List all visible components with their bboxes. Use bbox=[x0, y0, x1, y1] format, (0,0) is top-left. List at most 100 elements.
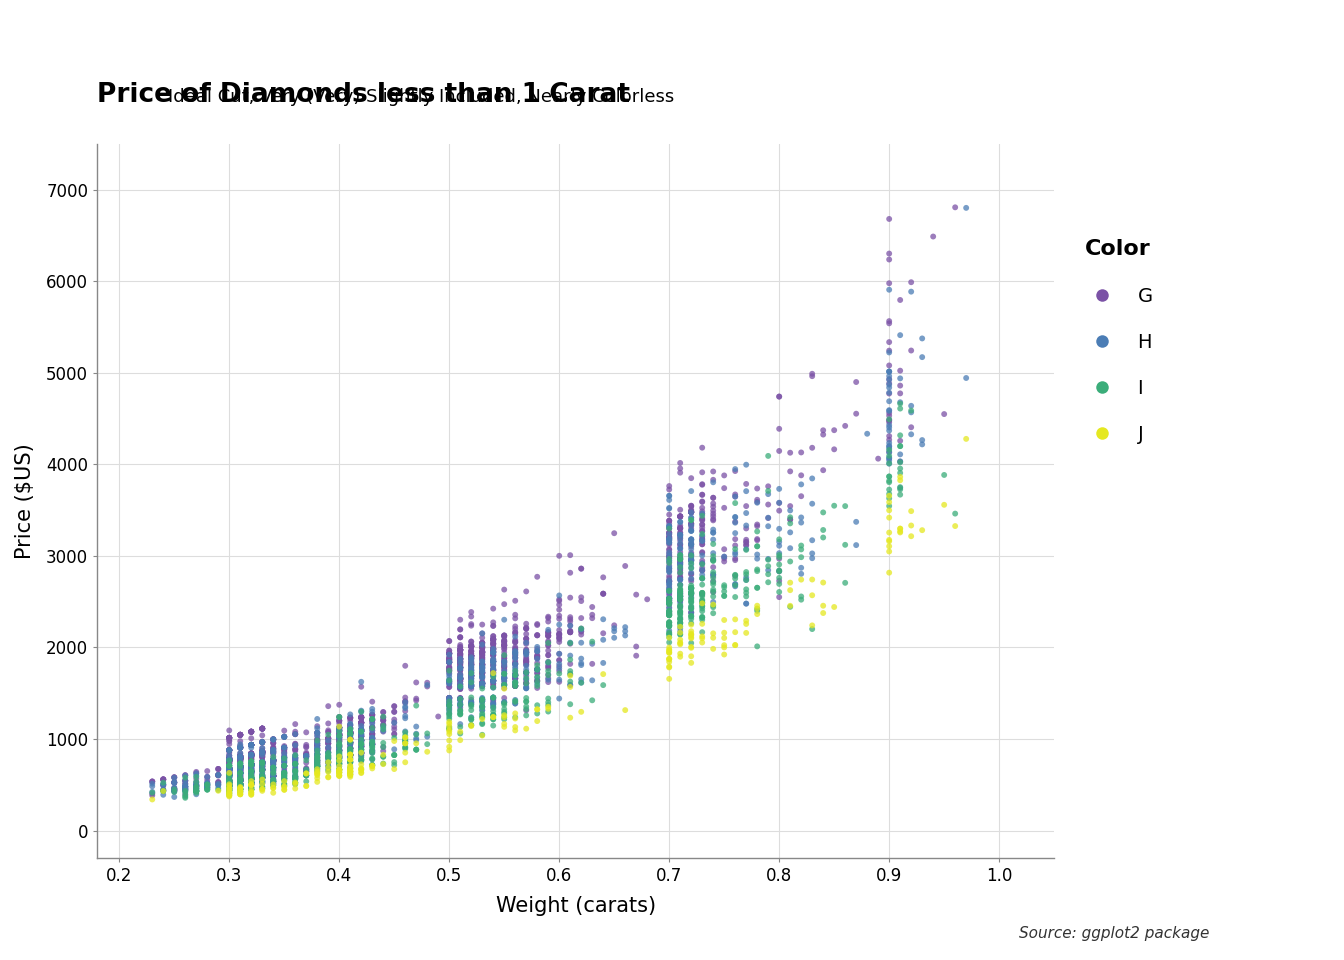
G bbox=[306, 756, 328, 772]
H bbox=[219, 775, 241, 790]
G bbox=[659, 551, 680, 566]
H bbox=[328, 720, 349, 735]
H bbox=[241, 756, 262, 772]
G bbox=[328, 728, 349, 743]
G bbox=[262, 753, 284, 768]
H bbox=[175, 777, 196, 792]
G bbox=[493, 657, 515, 672]
G bbox=[351, 738, 372, 754]
J bbox=[406, 735, 427, 751]
G bbox=[603, 617, 625, 633]
G bbox=[241, 724, 262, 739]
I bbox=[328, 753, 349, 768]
G bbox=[472, 657, 493, 672]
G bbox=[230, 737, 251, 753]
H bbox=[241, 757, 262, 773]
J bbox=[241, 782, 262, 798]
G bbox=[241, 724, 262, 739]
J bbox=[714, 639, 735, 655]
I bbox=[273, 758, 294, 774]
G bbox=[251, 756, 273, 772]
G bbox=[230, 774, 251, 789]
G bbox=[219, 763, 241, 779]
G bbox=[527, 661, 548, 677]
H bbox=[219, 781, 241, 797]
H bbox=[438, 696, 460, 711]
I bbox=[527, 669, 548, 684]
G bbox=[780, 445, 801, 461]
G bbox=[769, 389, 790, 404]
H bbox=[230, 779, 251, 794]
H bbox=[175, 783, 196, 799]
G bbox=[262, 753, 284, 768]
G bbox=[449, 670, 470, 685]
G bbox=[362, 712, 383, 728]
G bbox=[152, 772, 173, 787]
I bbox=[340, 734, 362, 750]
G bbox=[340, 740, 362, 756]
I bbox=[262, 759, 284, 775]
G bbox=[340, 726, 362, 741]
H bbox=[219, 774, 241, 789]
I bbox=[219, 774, 241, 789]
H bbox=[241, 763, 262, 779]
H bbox=[516, 671, 538, 686]
J bbox=[328, 719, 349, 734]
I bbox=[724, 541, 746, 557]
I bbox=[351, 744, 372, 759]
H bbox=[680, 505, 702, 520]
G bbox=[482, 676, 504, 691]
I bbox=[504, 693, 526, 708]
G bbox=[438, 665, 460, 681]
I bbox=[559, 674, 581, 689]
G bbox=[340, 725, 362, 740]
J bbox=[780, 598, 801, 613]
G bbox=[306, 738, 328, 754]
J bbox=[659, 645, 680, 660]
H bbox=[758, 487, 780, 502]
H bbox=[395, 695, 417, 710]
G bbox=[362, 708, 383, 723]
G bbox=[251, 746, 273, 761]
G bbox=[340, 743, 362, 758]
H bbox=[493, 678, 515, 693]
H bbox=[285, 763, 306, 779]
I bbox=[669, 612, 691, 627]
G bbox=[230, 760, 251, 776]
J bbox=[504, 723, 526, 738]
G bbox=[538, 654, 559, 669]
H bbox=[351, 734, 372, 750]
G bbox=[241, 737, 262, 753]
H bbox=[219, 763, 241, 779]
J bbox=[395, 735, 417, 751]
H bbox=[230, 767, 251, 782]
G bbox=[219, 767, 241, 782]
H bbox=[472, 654, 493, 669]
H bbox=[449, 716, 470, 732]
G bbox=[306, 754, 328, 769]
G bbox=[241, 737, 262, 753]
G bbox=[438, 651, 460, 666]
H bbox=[317, 739, 339, 755]
G bbox=[251, 770, 273, 785]
I bbox=[691, 588, 712, 603]
J bbox=[812, 575, 833, 590]
H bbox=[219, 761, 241, 777]
H bbox=[241, 775, 262, 790]
I bbox=[219, 767, 241, 782]
G bbox=[251, 750, 273, 765]
I bbox=[285, 772, 306, 787]
J bbox=[241, 777, 262, 792]
G bbox=[493, 651, 515, 666]
H bbox=[241, 777, 262, 792]
H bbox=[251, 774, 273, 789]
G bbox=[152, 782, 173, 798]
G bbox=[362, 736, 383, 752]
G bbox=[669, 592, 691, 608]
G bbox=[351, 715, 372, 731]
I bbox=[219, 776, 241, 791]
H bbox=[351, 703, 372, 718]
G bbox=[241, 756, 262, 772]
I bbox=[340, 743, 362, 758]
I bbox=[703, 582, 724, 597]
